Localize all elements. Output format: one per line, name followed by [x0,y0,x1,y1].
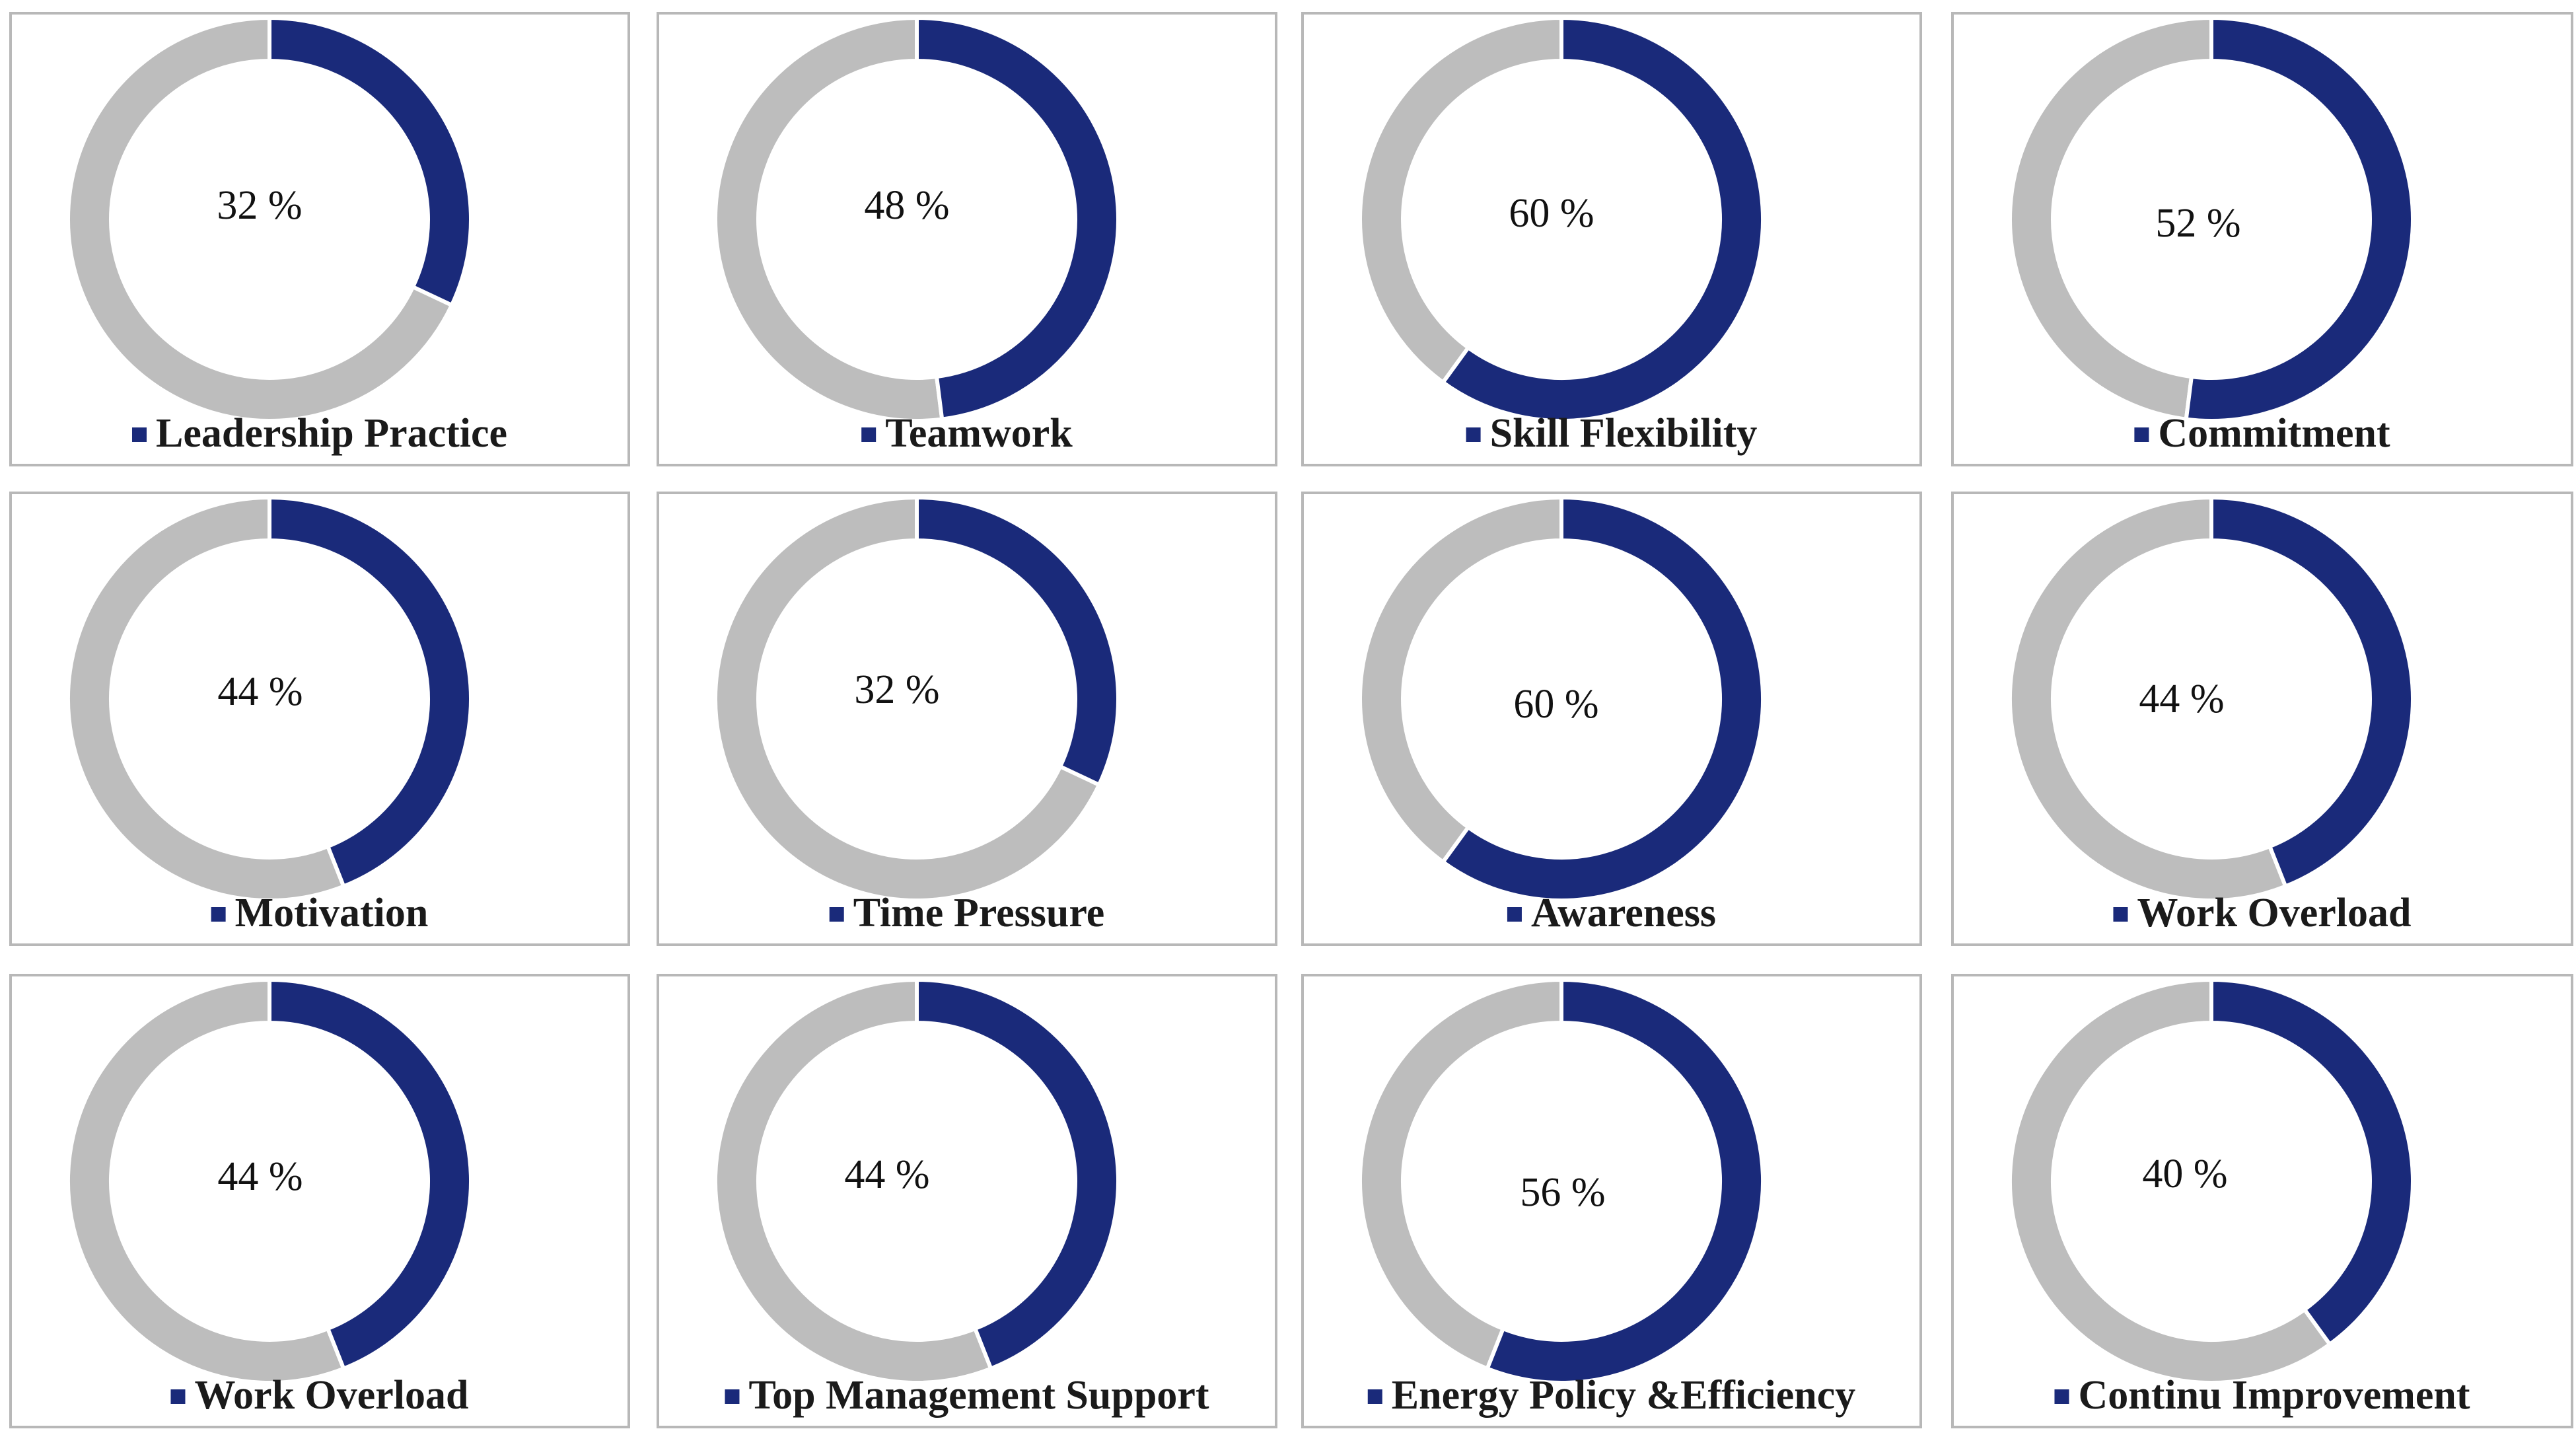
legend: Continu Improvement [2054,1373,2470,1418]
legend: Skill Flexibility [1466,411,1758,456]
donut-value-slice [268,15,473,308]
donut-chart-panel: 44 % Motivation [9,492,630,946]
donut-chart-panel: 44 % Work Overload [1951,492,2573,946]
percentage-label: 32 % [217,183,302,228]
donut-remainder-slice [66,495,347,902]
legend-label: Commitment [2158,411,2390,456]
donut-chart: 44 % Top Management Support [713,977,1209,1418]
legend-marker [170,1389,186,1404]
donut-chart-panel: 60 % Skill Flexibility [1301,12,1922,466]
donut-remainder-slice [1358,977,1563,1372]
donut-remainder-slice [2008,977,2333,1385]
legend: Teamwork [861,411,1073,456]
donut-remainder-slice [713,495,1102,902]
donut-chart-panel: 44 % Work Overload [9,974,630,1428]
percentage-label: 60 % [1509,191,1594,236]
donut-value-slice [2209,495,2415,889]
legend-marker [2054,1389,2069,1404]
legend-marker [211,907,226,922]
donut-chart-panel: 32 % Time Pressure [657,492,1277,946]
legend: Leadership Practice [131,411,507,456]
legend: Time Pressure [829,891,1105,936]
legend-label: Motivation [235,891,429,936]
legend-label: Leadership Practice [156,411,507,456]
donut-remainder-slice [2008,15,2213,422]
donut-chart: 32 % Leadership Practice [66,15,507,456]
donut-remainder-slice [1358,495,1563,865]
donut-chart: 44 % Work Overload [2008,495,2415,936]
percentage-label: 44 % [844,1152,929,1197]
donut-chart-panel: 32 % Leadership Practice [9,12,630,466]
legend: Energy Policy &Efficiency [1367,1373,1856,1418]
donut-value-slice [915,977,1120,1372]
legend: Motivation [211,891,429,936]
percentage-label: 32 % [854,667,939,712]
donut-value-slice [1484,977,1765,1385]
donut-chart: 44 % Work Overload [66,977,473,1418]
percentage-label: 44 % [217,669,303,714]
legend-marker [829,907,844,922]
donut-value-slice [2184,15,2415,423]
percentage-label: 44 % [2139,677,2224,721]
donut-value-slice [1440,15,1765,423]
legend: Work Overload [2113,891,2412,936]
legend-label: Awareness [1531,891,1716,936]
donut-chart-panel: 60 % Awareness [1301,492,1922,946]
donut-chart: 52 % Commitment [2008,15,2415,456]
percentage-label: 44 % [217,1154,303,1199]
legend: Work Overload [170,1373,469,1418]
legend: Top Management Support [725,1373,1209,1418]
donut-remainder-slice [1358,15,1563,385]
legend-marker [1367,1389,1382,1404]
legend: Commitment [2134,411,2390,456]
percentage-label: 48 % [864,183,949,228]
donut-value-slice [268,977,473,1372]
donut-chart: 44 % Motivation [66,495,473,936]
donut-remainder-slice [2008,495,2289,902]
legend-label: Energy Policy &Efficiency [1392,1373,1856,1418]
donut-chart: 56 % Energy Policy &Efficiency [1358,977,1856,1418]
donut-remainder-slice [713,977,994,1385]
donut-chart-panel: 44 % Top Management Support [657,974,1277,1428]
donut-chart: 60 % Awareness [1358,495,1765,936]
donut-chart: 48 % Teamwork [713,15,1120,456]
legend-marker [861,427,877,442]
percentage-label: 52 % [2155,201,2240,246]
legend-label: Work Overload [194,1373,468,1418]
donut-chart-panel: 48 % Teamwork [657,12,1277,466]
legend-marker [2113,907,2128,922]
donut-value-slice [1440,495,1765,902]
percentage-label: 60 % [1513,682,1598,727]
donut-value-slice [915,15,1120,422]
donut-value-slice [2209,977,2415,1347]
legend-label: Time Pressure [853,891,1105,936]
legend-label: Skill Flexibility [1490,411,1758,456]
legend-marker [131,427,147,442]
legend-marker [2134,427,2149,442]
donut-chart-panel: 52 % Commitment [1951,12,2573,466]
percentage-label: 40 % [2142,1152,2227,1196]
legend-marker [725,1389,740,1404]
donut-chart-panel: 56 % Energy Policy &Efficiency [1301,974,1922,1428]
donut-remainder-slice [66,977,347,1385]
legend-marker [1466,427,1481,442]
legend-label: Work Overload [2137,891,2411,936]
legend-label: Continu Improvement [2078,1373,2470,1418]
legend-label: Top Management Support [748,1373,1209,1418]
percentage-label: 56 % [1520,1170,1605,1215]
donut-chart: 40 % Continu Improvement [2008,977,2470,1418]
legend-label: Teamwork [885,411,1073,456]
donut-value-slice [915,495,1120,788]
donut-remainder-slice [66,15,454,423]
legend-marker [1507,907,1522,922]
donut-chart: 32 % Time Pressure [713,495,1120,936]
legend: Awareness [1507,891,1716,936]
donut-value-slice [268,495,473,889]
donut-remainder-slice [713,15,945,423]
donut-chart-panel: 40 % Continu Improvement [1951,974,2573,1428]
donut-chart: 60 % Skill Flexibility [1358,15,1765,456]
